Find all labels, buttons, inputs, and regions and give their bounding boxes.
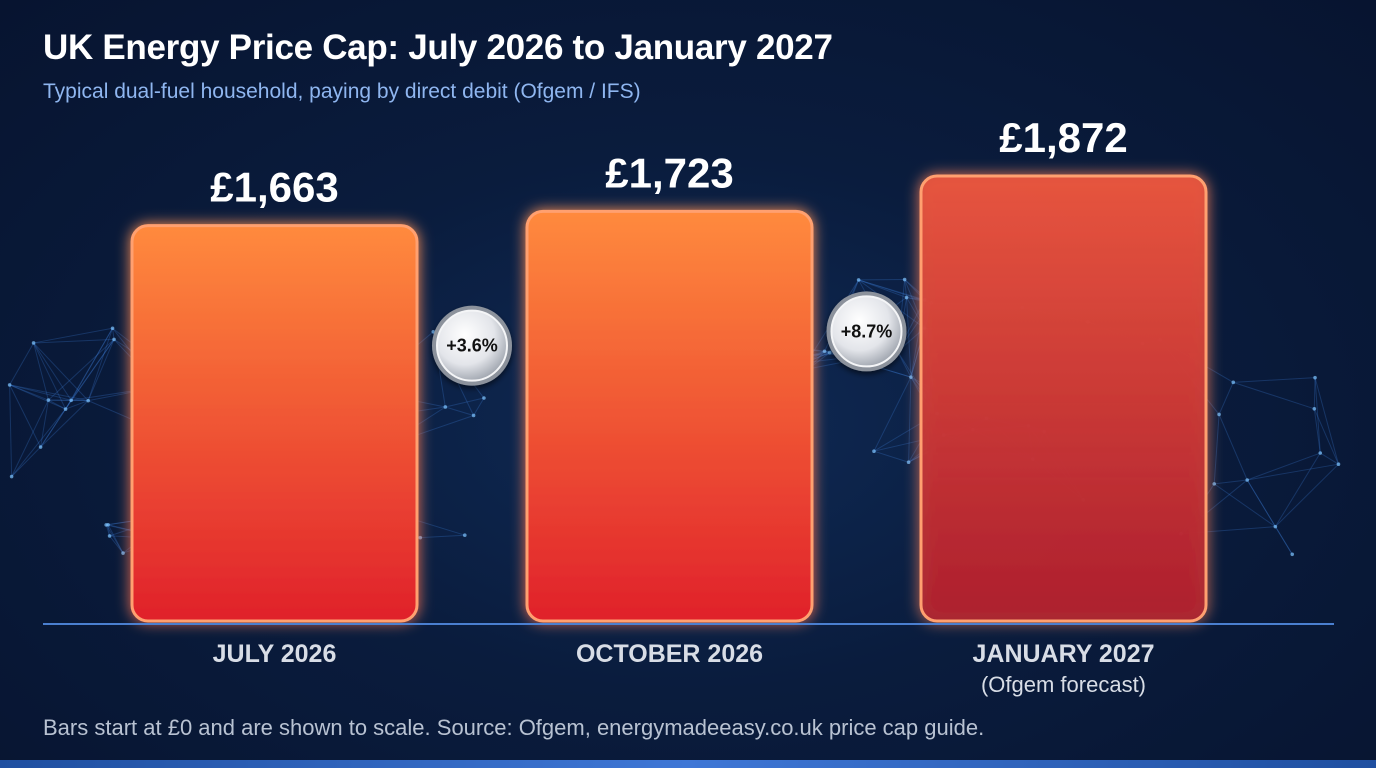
value-label-2: £1,872 [999, 114, 1127, 161]
bar-2 [919, 174, 1208, 623]
bar-0 [130, 224, 419, 623]
chart-subtitle: Typical dual-fuel household, paying by d… [43, 80, 641, 103]
change-badge-1: +8.7% [826, 291, 907, 372]
change-badge-0: +3.6% [432, 305, 512, 386]
source-footnote: Bars start at £0 and are shown to scale.… [43, 715, 985, 740]
category-label-2: JANUARY 2027 [972, 640, 1154, 668]
bottom-accent-strip [0, 760, 1376, 768]
change-badge-label-0: +3.6% [446, 336, 498, 356]
category-label-0: JULY 2026 [213, 640, 337, 668]
category-sublabel-2: (Ofgem forecast) [981, 672, 1146, 697]
value-label-1: £1,723 [605, 149, 733, 196]
chart-title: UK Energy Price Cap: July 2026 to Januar… [43, 28, 833, 67]
value-label-0: £1,663 [210, 164, 338, 211]
change-badge-label-1: +8.7% [841, 321, 893, 341]
bar-1 [525, 209, 814, 623]
category-label-1: OCTOBER 2026 [576, 640, 763, 668]
